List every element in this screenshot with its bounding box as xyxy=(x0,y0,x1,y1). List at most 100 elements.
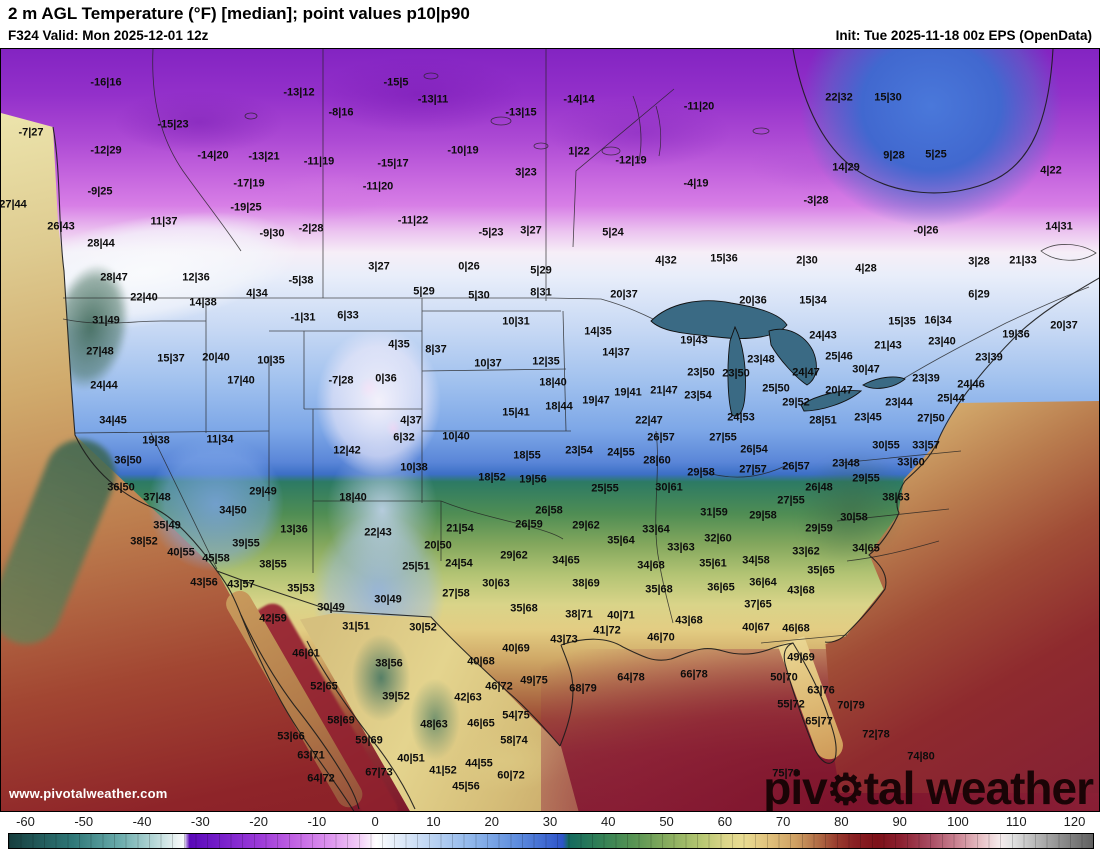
point-value: 22|32 xyxy=(825,91,853,104)
point-value: 33|60 xyxy=(897,456,925,469)
point-value: 50|70 xyxy=(770,671,798,684)
point-value: 27|48 xyxy=(86,345,114,358)
point-value: 37|65 xyxy=(744,598,772,611)
point-value: -9|30 xyxy=(259,227,285,240)
point-value: 48|63 xyxy=(420,718,448,731)
point-value: 27|55 xyxy=(777,494,805,507)
point-value: -11|19 xyxy=(303,155,335,168)
point-value: 15|30 xyxy=(874,91,902,104)
map-title: 2 m AGL Temperature (°F) [median]; point… xyxy=(8,4,470,23)
point-value: -11|20 xyxy=(683,100,715,113)
gear-icon: ⚙ xyxy=(826,765,865,812)
point-value: 40|69 xyxy=(502,642,530,655)
lake-michigan xyxy=(727,325,746,417)
point-value: 36|50 xyxy=(114,454,142,467)
point-value: 43|73 xyxy=(550,633,578,646)
point-value: 23|45 xyxy=(854,411,882,424)
point-value: 6|29 xyxy=(968,288,990,301)
point-value: -17|19 xyxy=(233,177,265,190)
point-value: 8|37 xyxy=(425,343,447,356)
point-value: 19|43 xyxy=(680,334,708,347)
point-value: 19|41 xyxy=(614,386,642,399)
point-value: -1|31 xyxy=(290,311,316,324)
point-value: 35|64 xyxy=(607,534,635,547)
colorbar-tick-label: 110 xyxy=(1005,814,1027,829)
point-value: 43|56 xyxy=(190,576,218,589)
point-value: 49|75 xyxy=(520,674,548,687)
point-value: 15|34 xyxy=(799,294,827,307)
point-value: -5|23 xyxy=(478,226,504,239)
point-value: 3|27 xyxy=(520,224,542,237)
point-value: 55|72 xyxy=(777,698,805,711)
lake-erie xyxy=(800,390,863,412)
point-value: 15|36 xyxy=(710,252,738,265)
lake-huron xyxy=(768,328,817,386)
point-value: 58|74 xyxy=(500,734,528,747)
point-value: 25|46 xyxy=(825,350,853,363)
point-value: 49|69 xyxy=(787,651,815,664)
point-value: 30|61 xyxy=(655,481,683,494)
colorbar-tick-label: 40 xyxy=(601,814,616,829)
coastline-atlantic xyxy=(824,277,1099,643)
point-value: 27|58 xyxy=(442,587,470,600)
lake-superior xyxy=(650,300,788,339)
point-value: 29|52 xyxy=(782,396,810,409)
point-value: 34|45 xyxy=(99,414,127,427)
point-value: 27|50 xyxy=(917,412,945,425)
colorbar-tick-label: -40 xyxy=(132,814,152,829)
point-value: 23|48 xyxy=(832,457,860,470)
brand-logo-text-left: piv xyxy=(763,761,827,812)
colorbar-tick-label: -10 xyxy=(307,814,327,829)
header: 2 m AGL Temperature (°F) [median]; point… xyxy=(0,0,1100,48)
point-value: 4|28 xyxy=(855,262,877,275)
point-value: 6|33 xyxy=(337,309,359,322)
valid-time-label: F324 Valid: Mon 2025-12-01 12z xyxy=(8,28,209,43)
point-value: 18|44 xyxy=(545,400,573,413)
colorbar-tick-label: -20 xyxy=(249,814,268,829)
point-value: 35|68 xyxy=(645,583,673,596)
point-value: 20|36 xyxy=(739,294,767,307)
point-value: 5|29 xyxy=(530,264,552,277)
point-value: 53|66 xyxy=(277,730,305,743)
point-values-layer: -16|16 -13|12 -15|5 -13|11 -8|16 -13|15 -14|14… xyxy=(1,49,1099,811)
point-value: 30|58 xyxy=(840,511,868,524)
point-value: 24|54 xyxy=(445,557,473,570)
point-value: -9|25 xyxy=(87,185,113,198)
point-value: 33|62 xyxy=(792,545,820,558)
point-value: 39|52 xyxy=(382,690,410,703)
point-value: -0|26 xyxy=(913,224,939,237)
point-value: 26|48 xyxy=(805,481,833,494)
point-value: 35|65 xyxy=(807,564,835,577)
point-value: 45|58 xyxy=(202,552,230,565)
point-value: 24|43 xyxy=(809,329,837,342)
colorbar-tick-label: -60 xyxy=(16,814,35,829)
point-value: 42|63 xyxy=(454,691,482,704)
point-value: 14|37 xyxy=(602,346,630,359)
point-value: 4|37 xyxy=(400,414,422,427)
point-value: 74|80 xyxy=(907,750,935,763)
point-value: -12|19 xyxy=(615,154,647,167)
point-value: 14|31 xyxy=(1045,220,1073,233)
point-value: 23|54 xyxy=(565,444,593,457)
point-value: 4|32 xyxy=(655,254,677,267)
point-value: 75|79 xyxy=(772,767,800,780)
point-value: 46|68 xyxy=(782,622,810,635)
point-value: 23|39 xyxy=(975,351,1003,364)
point-value: 24|53 xyxy=(727,411,755,424)
point-value: 36|65 xyxy=(707,581,735,594)
point-value: 16|34 xyxy=(924,314,952,327)
point-value: 41|52 xyxy=(429,764,457,777)
colorbar-tick-label: 30 xyxy=(542,814,558,829)
point-value: 46|65 xyxy=(467,717,495,730)
point-value: 29|59 xyxy=(805,522,833,535)
point-value: -13|11 xyxy=(417,93,449,106)
point-value: 21|54 xyxy=(446,522,474,535)
point-value: 24|46 xyxy=(957,378,985,391)
weather-map-canvas: -16|16 -13|12 -15|5 -13|11 -8|16 -13|15 -14|14… xyxy=(0,48,1100,812)
point-value: 0|26 xyxy=(458,260,480,273)
point-value: 23|50 xyxy=(687,366,715,379)
point-value: 0|36 xyxy=(375,372,397,385)
point-value: 26|54 xyxy=(740,443,768,456)
point-value: 35|68 xyxy=(510,602,538,615)
point-value: 12|36 xyxy=(182,271,210,284)
